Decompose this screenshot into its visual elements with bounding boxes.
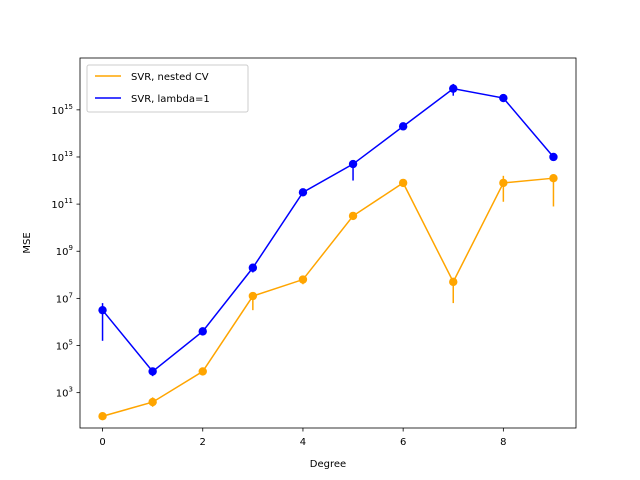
data-point [398,178,408,188]
x-tick-label: 2 [200,437,206,448]
axis-ticks: 0 2 4 6 8 103 105 107 109 1011 1013 1015 [51,103,506,448]
y-tick-label: 103 [56,386,73,400]
data-point [148,367,157,376]
x-tick-label: 4 [300,437,306,448]
series-line-nested-cv [102,177,554,417]
plot-area [79,57,577,429]
data-point [398,122,408,131]
legend-label-lambda: SVR, lambda=1 [131,94,210,105]
data-point [549,173,558,183]
data-point [148,397,157,407]
data-point [198,367,207,376]
data-point [98,412,107,421]
data-point [248,263,258,272]
y-tick-label: 105 [56,339,73,353]
data-point [198,327,207,336]
data-point [549,152,558,162]
y-tick-label: 1015 [51,103,73,117]
data-point [248,291,258,301]
y-tick-label: 109 [56,244,73,258]
legend-label-nested-cv: SVR, nested CV [131,72,209,83]
x-tick-label: 0 [99,437,105,448]
data-point [499,93,508,103]
series-lambda [98,83,558,377]
series-layer [98,83,558,421]
data-point [449,277,458,287]
data-point [499,178,508,188]
x-tick-label: 8 [500,437,506,448]
series-nested-cv [98,173,558,421]
data-point [348,159,358,169]
y-tick-label: 1011 [51,197,73,211]
legend-box [86,64,249,113]
data-point [298,188,308,197]
data-point [449,84,458,93]
data-point [298,275,308,284]
y-axis-label: MSE [22,232,33,253]
data-point [348,211,358,221]
series-line-lambda [101,87,555,373]
x-axis-label: Degree [310,459,346,470]
y-tick-label: 1013 [51,150,73,164]
x-tick-label: 6 [400,437,406,448]
legend: SVR, nested CV SVR, lambda=1 [86,64,249,113]
y-tick-label: 107 [56,291,73,305]
data-point [98,305,107,315]
